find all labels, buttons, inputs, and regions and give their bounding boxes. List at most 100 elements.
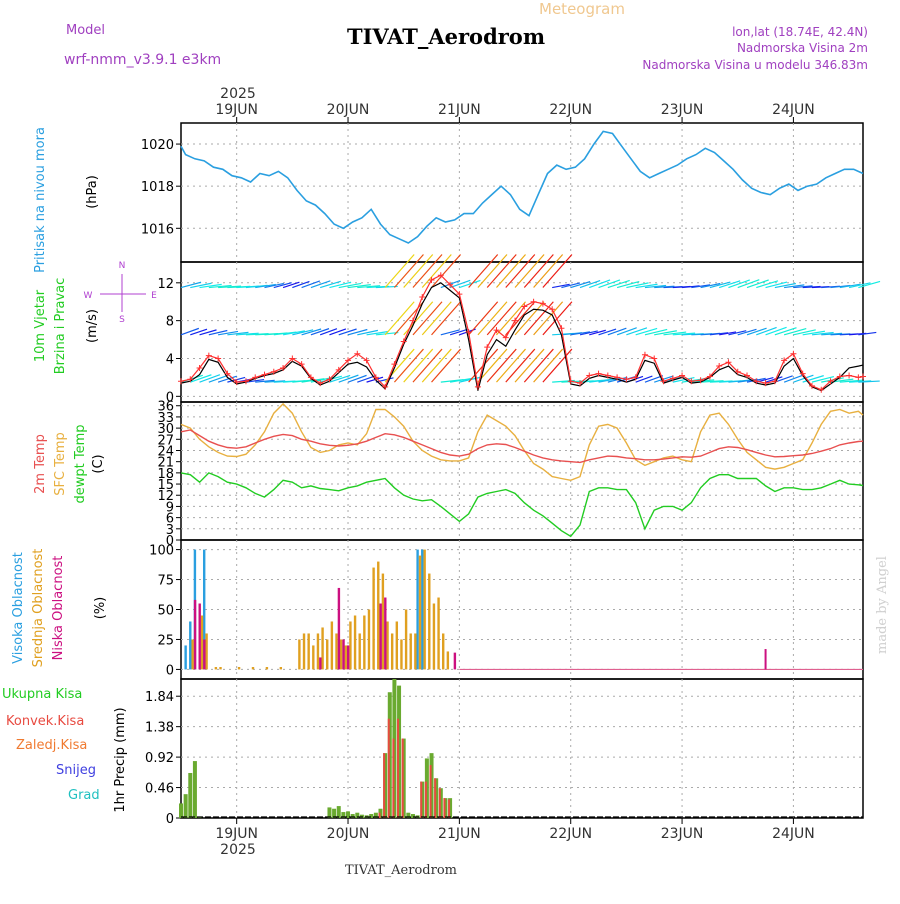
wind-arrow <box>626 327 648 336</box>
temp-ylabel: (C) <box>91 454 106 473</box>
gust-marker <box>716 363 723 370</box>
wind-arrow <box>347 284 371 289</box>
cloud-bar <box>189 621 192 670</box>
y-tick-label: 0 <box>166 812 174 827</box>
wind-arrow <box>282 330 305 336</box>
gust-marker <box>860 373 866 380</box>
wind-arrow <box>273 282 292 289</box>
model-name: wrf-nmm_v3.9.1 e3km <box>64 52 221 68</box>
wind-arrow <box>523 348 554 383</box>
wind-arrow <box>514 254 545 288</box>
precip-bar-total <box>373 812 378 818</box>
precip-bar-total <box>346 811 351 818</box>
cloud-bar <box>395 621 399 670</box>
legend-freezing-rain: Zaledj.Kisa <box>16 738 87 753</box>
wind-arrow <box>533 348 564 383</box>
cloud-bar <box>377 561 380 670</box>
cloud-bar <box>198 603 201 670</box>
precip-bar-convective <box>392 738 395 818</box>
day-label-top: 22JUN <box>549 102 592 118</box>
cloud-bar <box>384 597 387 670</box>
gust-marker <box>836 373 843 380</box>
wind-arrow <box>542 348 573 383</box>
day-label-top: 19JUN <box>215 102 258 118</box>
cloud-bar <box>184 645 187 670</box>
pressure-line <box>180 130 864 244</box>
gust-marker <box>604 372 611 379</box>
gust-marker <box>280 364 287 371</box>
sfc-temp-line <box>180 402 864 482</box>
precip-bar-convective <box>383 753 386 818</box>
y-tick-label: 1020 <box>141 138 174 153</box>
wind-arrow <box>292 329 314 336</box>
precip-bar-convective <box>434 778 437 818</box>
precip-bar-total <box>341 812 346 818</box>
gust-marker <box>567 378 574 385</box>
wind-arrow <box>245 378 265 383</box>
gust-marker <box>790 350 797 357</box>
cloud-bar <box>353 615 357 670</box>
wind-arrow <box>514 301 545 336</box>
y-tick-label: 0.92 <box>145 751 174 766</box>
cloud-bar <box>335 633 338 670</box>
wind-arrow <box>858 280 881 289</box>
dewpoint-label: dewpt Temp <box>73 424 88 503</box>
precip-bar-total <box>336 806 341 818</box>
wind-arrow <box>477 348 508 383</box>
wind-arrow <box>357 329 379 336</box>
y-tick-label: 75 <box>157 574 174 589</box>
cloud-bar <box>302 633 306 670</box>
precip-bar-convective <box>443 798 446 818</box>
gust-marker <box>734 368 741 375</box>
precip-bar-total <box>183 794 188 818</box>
wind-arrow <box>552 283 570 289</box>
cloud-bar <box>764 649 767 670</box>
wind-arrow <box>598 328 617 336</box>
precip-bar-convective <box>429 765 432 818</box>
gust-marker <box>428 276 435 283</box>
precip-bar-total <box>188 772 193 818</box>
wind-arrow <box>199 283 222 289</box>
wind-arrow <box>579 330 598 336</box>
precip-bar-total <box>179 803 183 818</box>
gust-marker <box>539 300 546 307</box>
wind-arrow <box>635 283 658 289</box>
sfc-temp-label: SFC Temp <box>53 432 68 496</box>
cloud-bar <box>202 549 206 670</box>
wind-arrow <box>709 281 731 289</box>
cloud-bar <box>191 639 194 670</box>
wind-speed-line <box>180 282 864 392</box>
wind-arrow <box>190 282 212 289</box>
gust-marker <box>215 355 222 362</box>
compass-rose-icon: N E S W <box>84 261 158 325</box>
wind-arrow <box>644 284 667 289</box>
day-label-top: 20JUN <box>327 102 370 118</box>
gust-marker <box>781 357 788 364</box>
gust-marker <box>205 352 212 359</box>
wind-arrow <box>496 301 526 336</box>
wind-arrow <box>672 376 695 383</box>
y-tick-label: 100 <box>149 544 174 559</box>
y-tick-label: 4 <box>166 352 174 367</box>
wind-arrow <box>821 332 843 336</box>
gust-marker <box>326 376 333 383</box>
cloud-bar <box>203 639 206 670</box>
page-title: TIVAT_Aerodrom <box>347 24 545 49</box>
precip-bar-convective <box>424 781 427 818</box>
cloud-bar <box>421 549 424 670</box>
wind-arrow <box>570 331 591 336</box>
wind-arrow <box>329 374 351 383</box>
location-line: lon,lat (18.74E, 42.4N) <box>732 25 868 39</box>
wind-arrow <box>765 326 787 336</box>
y-tick-label: 12 <box>157 277 174 292</box>
cloud-bar <box>437 597 440 670</box>
wind-arrow <box>477 301 508 336</box>
day-label-bottom: 23JUN <box>661 826 704 842</box>
wind-arrow <box>783 374 804 383</box>
wind-arrow <box>561 282 581 289</box>
gust-marker <box>178 378 184 385</box>
wind-arrow <box>533 301 564 336</box>
wind-arrow <box>533 254 564 288</box>
y-tick-label: 1.84 <box>145 690 174 705</box>
wind-arrow <box>765 376 783 383</box>
